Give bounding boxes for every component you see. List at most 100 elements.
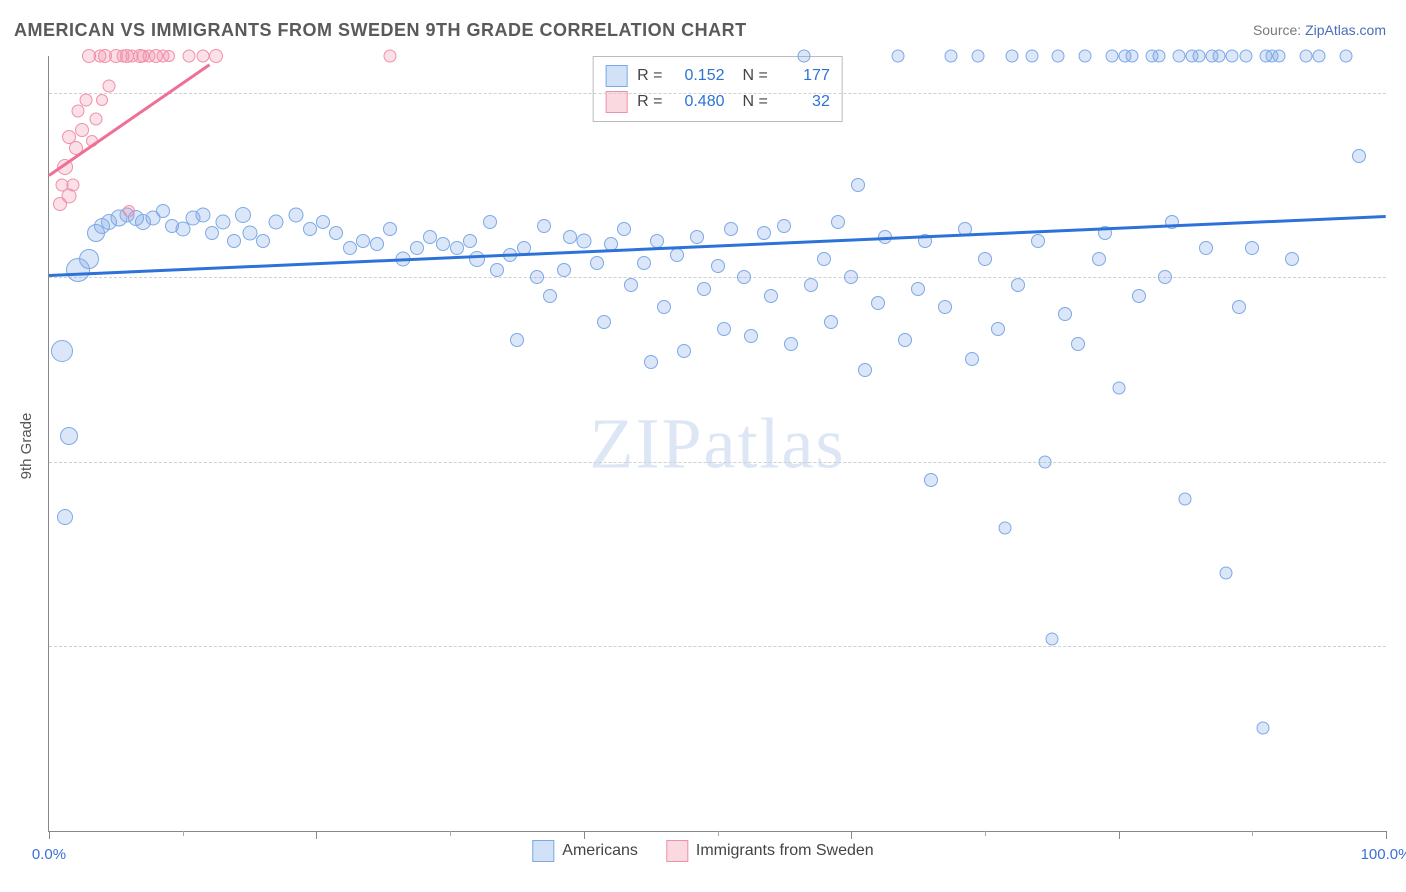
bubble-americans: [1058, 307, 1072, 321]
bubble-americans: [617, 222, 631, 236]
bubble-americans: [711, 259, 725, 273]
x-tick-minor: [1252, 831, 1253, 836]
x-tick-major: [49, 831, 50, 839]
r-label: R =: [637, 93, 662, 111]
bubble-americans: [891, 50, 904, 63]
bubble-americans: [557, 263, 571, 277]
bubble-americans: [690, 230, 704, 244]
bubble-americans: [831, 215, 845, 229]
bubble-americans: [972, 50, 985, 63]
bubble-americans: [1092, 252, 1106, 266]
bubble-americans: [637, 256, 651, 270]
bubble-americans: [60, 427, 78, 445]
swatch-americans-icon: [605, 65, 627, 87]
x-tick-minor: [183, 831, 184, 836]
bubble-americans: [79, 249, 99, 269]
gridline: [49, 462, 1386, 463]
bubble-americans: [563, 230, 577, 244]
bubble-americans: [798, 50, 811, 63]
bubble-americans: [938, 300, 952, 314]
bubble-americans: [677, 344, 691, 358]
bubble-americans: [303, 222, 317, 236]
y-tick-label: 95.0%: [1396, 269, 1406, 286]
bubble-americans: [316, 215, 330, 229]
bubble-sweden: [196, 50, 209, 63]
legend-item-americans: Americans: [532, 840, 638, 862]
x-tick-label-end: 100.0%: [1361, 846, 1406, 863]
x-tick-minor: [450, 831, 451, 836]
bubble-americans: [1025, 50, 1038, 63]
gridline: [49, 93, 1386, 94]
bubble-americans: [530, 270, 544, 284]
gridline: [49, 277, 1386, 278]
x-tick-minor: [718, 831, 719, 836]
bubble-americans: [911, 282, 925, 296]
bubble-americans: [450, 241, 464, 255]
bubble-americans: [1079, 50, 1092, 63]
bubble-americans: [329, 226, 343, 240]
r-value-a: 0.152: [673, 67, 725, 85]
watermark-light: atlas: [704, 403, 846, 483]
bubble-americans: [1158, 270, 1172, 284]
y-axis-label: 9th Grade: [18, 413, 35, 480]
swatch-americans-icon: [532, 840, 554, 862]
bubble-sweden: [209, 49, 223, 63]
bubble-sweden: [163, 50, 175, 62]
bubble-americans: [1313, 50, 1326, 63]
bubble-americans: [871, 296, 885, 310]
bubble-americans: [1152, 50, 1165, 63]
swatch-sweden-icon: [605, 91, 627, 113]
source-link[interactable]: ZipAtlas.com: [1305, 22, 1386, 38]
bubble-americans: [227, 234, 241, 248]
bubble-americans: [784, 337, 798, 351]
bubble-americans: [965, 352, 979, 366]
bubble-americans: [235, 207, 251, 223]
bubble-americans: [51, 340, 73, 362]
bubble-americans: [590, 256, 604, 270]
bubble-americans: [764, 289, 778, 303]
bubble-americans: [1052, 50, 1065, 63]
bubble-americans: [1256, 721, 1269, 734]
bubble-americans: [537, 219, 551, 233]
x-tick-major: [851, 831, 852, 839]
bubble-americans: [624, 278, 638, 292]
bubble-americans: [576, 233, 591, 248]
stats-legend: R = 0.152 N = 177 R = 0.480 N = 32: [592, 56, 843, 122]
bubble-americans: [945, 50, 958, 63]
bubble-americans: [156, 204, 170, 218]
bubble-americans: [1132, 289, 1146, 303]
bubble-americans: [717, 322, 731, 336]
r-label: R =: [637, 67, 662, 85]
bubble-americans: [1192, 50, 1205, 63]
bubble-americans: [370, 237, 384, 251]
bubble-americans: [650, 234, 664, 248]
gridline: [49, 646, 1386, 647]
bubble-sweden: [383, 50, 396, 63]
bubble-americans: [1011, 278, 1025, 292]
trendline-sweden: [48, 64, 210, 177]
bubble-sweden: [183, 50, 196, 63]
bubble-americans: [1045, 633, 1058, 646]
bubble-americans: [343, 241, 357, 255]
bubble-americans: [1339, 50, 1352, 63]
bubble-americans: [423, 230, 437, 244]
bubble-americans: [463, 234, 477, 248]
n-label: N =: [743, 67, 768, 85]
bubble-americans: [858, 363, 872, 377]
bubble-americans: [991, 322, 1005, 336]
x-tick-minor: [985, 831, 986, 836]
bubble-americans: [757, 226, 771, 240]
bubble-sweden: [96, 94, 108, 106]
n-value-a: 177: [778, 67, 830, 85]
bubble-americans: [1179, 492, 1192, 505]
x-tick-major: [1119, 831, 1120, 839]
bubble-americans: [1245, 241, 1259, 255]
bubble-americans: [1239, 50, 1252, 63]
y-tick-label: 85.0%: [1396, 638, 1406, 655]
bubble-americans: [469, 251, 485, 267]
bubble-americans: [383, 222, 397, 236]
chart-title: AMERICAN VS IMMIGRANTS FROM SWEDEN 9TH G…: [14, 20, 747, 41]
bubble-americans: [657, 300, 671, 314]
bubble-americans: [242, 226, 257, 241]
bubble-sweden: [72, 105, 85, 118]
